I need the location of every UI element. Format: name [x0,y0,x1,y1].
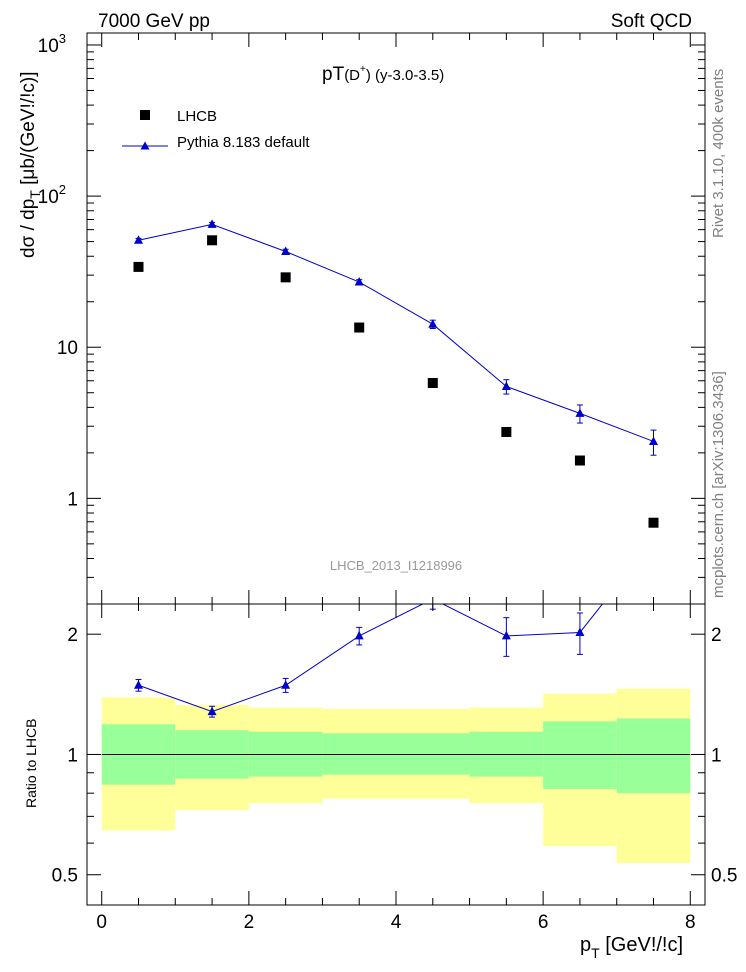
pythia-point [649,436,658,445]
ratio-bands [101,688,691,864]
ratio-axis-ticks: 0 2 4 6 8 0.5 0.5 1 1 2 2 [52,604,737,933]
pythia-line [138,223,654,442]
analysis-label: LHCB_2013_I1218996 [330,558,462,573]
legend-marker-pythia [140,141,150,150]
pythia-point [207,219,217,228]
main-y-tick-label: 102 [38,182,66,208]
ratio-point [134,680,143,689]
main-axis-ticks: 1 10 102 103 [38,31,705,605]
legend-label-lhcb: LHCB [177,108,217,125]
pythia-point [575,408,585,417]
ratio-y-tick-label: 2 [67,625,78,646]
main-panel: 1 10 102 103 pT(D+) (y-3.0-3.5) LHCB_2013_I… [18,31,706,605]
ratio-band-green [616,718,691,794]
pythia-point [428,319,438,328]
ratio-y-tick-label: 0.5 [52,866,78,887]
main-y-axis-label: dσ / dpT [μb/(GeV!/!c)] [18,72,43,258]
x-tick-label: 6 [538,912,549,933]
ratio-y-tick-label: 1 [67,745,78,766]
ratio-point [207,706,217,716]
lhcb-point [501,426,512,437]
pythia-point [501,381,511,390]
x-axis-label: pT [GeV!/!c] [580,934,683,961]
ratio-band-green [543,721,617,789]
ratio-point [501,630,511,640]
lhcb-point [280,272,291,283]
ratio-point [354,630,364,640]
x-tick-label: 0 [96,912,107,933]
x-tick-label: 2 [244,912,255,933]
pythia-point [281,246,291,255]
legend-marker-lhcb [140,110,150,120]
legend: LHCB Pythia 8.183 default [122,108,310,151]
plot-title: pT(D+) (y-3.0-3.5) [322,64,444,85]
ratio-y-axis-label: Ratio to LHCB [23,719,39,808]
ratio-y-tick-label-right: 2 [711,625,722,646]
header-right: Soft QCD [611,11,692,32]
x-tick-label: 8 [685,912,696,933]
main-y-tick-label: 1 [67,489,78,510]
main-plot-area [133,219,659,528]
main-y-tick-label: 103 [38,31,66,57]
lhcb-point [427,377,438,388]
ratio-point [575,627,585,636]
ratio-point [649,535,658,544]
pythia-point [134,235,143,244]
legend-label-pythia: Pythia 8.183 default [177,134,310,151]
ratio-panel: 0 2 4 6 8 0.5 0.5 1 1 2 2 Ratio to LHCB pT [GeV!/!… [23,535,737,961]
lhcb-point [133,261,144,272]
ratio-point [281,680,291,689]
lhcb-point [574,455,585,466]
lhcb-point [207,235,218,246]
x-tick-label: 4 [391,912,402,933]
rivet-label: Rivet 3.1.10, 400k events [710,69,727,238]
ratio-y-tick-label-right: 0.5 [711,866,737,887]
mcplots-label: mcplots.cern.ch [arXiv:1306.3436] [710,371,727,598]
ratio-plot-area [134,535,658,718]
lhcb-point [354,322,365,333]
pythia-point [354,277,364,286]
main-y-tick-label: 10 [57,338,78,359]
ratio-y-tick-label-right: 1 [711,745,722,766]
header-left: 7000 GeV pp [98,11,210,32]
lhcb-point [648,517,659,528]
